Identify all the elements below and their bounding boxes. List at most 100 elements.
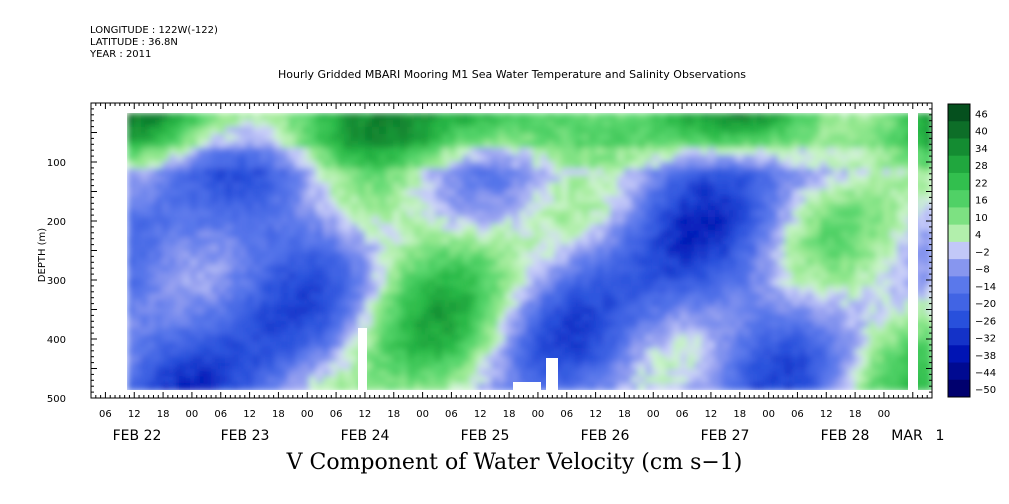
field-cell	[239, 306, 247, 315]
field-cell	[477, 182, 485, 191]
field-cell	[162, 216, 170, 225]
field-cell	[519, 362, 527, 371]
field-cell	[862, 209, 870, 218]
field-cell	[855, 223, 863, 232]
field-cell	[225, 279, 233, 288]
field-cell	[344, 265, 352, 274]
field-cell	[624, 251, 632, 260]
field-cell	[421, 348, 429, 357]
field-cell	[239, 286, 247, 295]
field-cell	[540, 265, 548, 274]
field-cell	[862, 244, 870, 253]
field-cell	[750, 196, 758, 205]
field-cell	[204, 334, 212, 343]
field-cell	[638, 258, 646, 267]
x-tick-label: 18	[157, 409, 170, 420]
field-cell	[505, 251, 513, 260]
field-cell	[155, 133, 163, 142]
field-cell	[680, 147, 688, 156]
field-cell	[281, 182, 289, 191]
field-cell	[673, 293, 681, 301]
field-cell	[834, 154, 842, 163]
field-cell	[673, 251, 681, 260]
field-cell	[302, 154, 310, 163]
field-cell	[365, 341, 373, 350]
field-cell	[918, 320, 926, 329]
field-cell	[722, 113, 730, 121]
field-cell	[582, 119, 590, 128]
field-cell	[603, 189, 611, 198]
field-cell	[428, 147, 436, 156]
field-cell	[729, 189, 737, 198]
field-cell	[204, 327, 212, 336]
field-cell	[393, 251, 401, 260]
field-cell	[750, 140, 758, 149]
field-cell	[204, 209, 212, 218]
field-cell	[799, 168, 807, 177]
field-cell	[169, 313, 177, 322]
field-cell	[687, 133, 695, 142]
field-cell	[785, 348, 793, 357]
field-cell	[281, 376, 289, 385]
field-cell	[631, 244, 639, 253]
field-cell	[631, 119, 639, 128]
field-cell	[470, 175, 478, 184]
field-cell	[771, 341, 779, 350]
x-tick-label: 06	[214, 409, 227, 420]
field-cell	[435, 203, 443, 211]
field-cell	[330, 154, 338, 163]
field-cell	[358, 279, 366, 288]
field-cell	[414, 147, 422, 156]
field-cell	[148, 216, 156, 225]
field-cell	[267, 126, 275, 135]
field-cell	[414, 223, 422, 232]
field-cell	[701, 348, 709, 357]
field-cell	[218, 168, 226, 177]
field-cell	[792, 320, 800, 329]
field-cell	[568, 348, 576, 357]
field-cell	[631, 286, 639, 295]
field-cell	[624, 119, 632, 128]
field-cell	[687, 272, 695, 281]
field-cell	[834, 189, 842, 198]
field-cell	[792, 376, 800, 385]
field-cell	[659, 293, 667, 301]
field-cell	[295, 140, 303, 149]
field-cell	[876, 209, 884, 218]
field-cell	[351, 147, 359, 156]
field-cell	[211, 133, 219, 142]
field-cell	[841, 279, 849, 288]
field-cell	[204, 369, 212, 378]
field-cell	[141, 147, 149, 156]
field-cell	[400, 306, 408, 315]
field-cell	[561, 133, 569, 142]
field-cell	[379, 182, 387, 191]
field-cell	[470, 223, 478, 232]
field-cell	[757, 334, 765, 343]
field-cell	[820, 376, 828, 385]
field-cell	[239, 244, 247, 253]
field-cell	[771, 320, 779, 329]
field-cell	[589, 293, 597, 301]
field-cell	[197, 313, 205, 322]
field-cell	[421, 230, 429, 239]
field-cell	[568, 383, 576, 390]
field-cell	[813, 209, 821, 218]
field-cell	[421, 306, 429, 315]
field-cell	[225, 313, 233, 322]
field-cell	[897, 196, 905, 205]
field-cell	[225, 334, 233, 343]
field-cell	[848, 209, 856, 218]
field-cell	[694, 320, 702, 329]
field-cell	[638, 189, 646, 198]
field-cell	[281, 258, 289, 267]
field-cell	[652, 279, 660, 288]
field-cell	[568, 362, 576, 371]
field-cell	[568, 355, 576, 364]
field-cell	[659, 244, 667, 253]
field-cell	[288, 341, 296, 350]
field-cell	[652, 244, 660, 253]
field-cell	[134, 362, 142, 371]
field-cell	[386, 293, 394, 301]
field-cell	[568, 161, 576, 170]
